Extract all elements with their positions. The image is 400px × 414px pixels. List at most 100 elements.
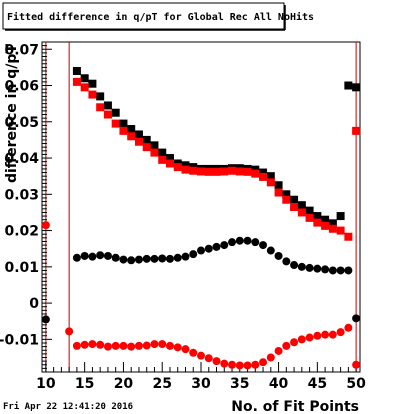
data-point-circle-red	[336, 328, 345, 337]
data-point-circle-red	[297, 335, 306, 344]
data-point-square-black	[88, 79, 97, 88]
x-tick-label: 45	[308, 376, 327, 392]
data-point-circle-red	[197, 351, 205, 360]
data-point-square-black	[127, 125, 136, 134]
data-point-square-black	[259, 168, 268, 177]
data-point-circle-black	[328, 266, 337, 275]
data-point-circle-black	[282, 257, 291, 266]
data-point-square-red	[336, 226, 345, 235]
axis-ticks: 10 15 20 25 30 35 40 45 50 -0.01 0 0.01 0.02 0.03 0.04…	[0, 42, 366, 392]
data-point-square-black	[111, 108, 120, 117]
x-tick-label: 40	[269, 376, 289, 392]
data-point-square-red	[220, 167, 229, 176]
data-point-circle-black	[297, 262, 306, 271]
data-point-square-black	[328, 219, 337, 228]
data-point-square-red	[119, 126, 128, 135]
x-tick-label: 25	[152, 376, 171, 392]
data-point-circle-red	[259, 358, 268, 367]
data-point-square-red	[165, 159, 174, 168]
data-point-square-red	[259, 172, 268, 181]
data-point-square-red	[352, 126, 361, 135]
data-point-square-red	[111, 119, 120, 128]
y-tick-label: 0.02	[4, 224, 39, 240]
chart-title-frame	[2, 2, 285, 30]
data-point-square-red	[103, 110, 112, 119]
y-axis-label: difference in q/pT	[4, 44, 20, 183]
data-point-circle-black	[251, 238, 260, 247]
data-point-square-red	[72, 77, 81, 86]
data-point-circle-black	[189, 250, 198, 259]
data-point-circle-black	[127, 256, 136, 265]
data-point-square-red	[204, 167, 213, 176]
data-point-circle-red	[344, 323, 353, 332]
data-point-square-black	[150, 141, 159, 150]
data-point-circle-black	[228, 238, 237, 247]
data-point-square-black	[158, 148, 167, 157]
data-point-circle-black	[111, 253, 120, 262]
data-point-circle-black	[212, 242, 221, 251]
data-point-circle-black	[243, 236, 252, 245]
y-tick-label: 0.04	[4, 151, 39, 167]
data-point-square-black	[336, 212, 345, 221]
data-point-square-black	[142, 135, 151, 144]
data-point-square-black	[165, 154, 174, 163]
data-point-circle-red	[352, 360, 361, 369]
data-point-circle-red	[189, 348, 198, 357]
data-point-circle-red	[328, 330, 337, 339]
x-tick-label: 30	[191, 376, 211, 392]
data-point-square-black	[134, 130, 143, 139]
data-point-circle-red	[243, 361, 252, 370]
data-point-circle-black	[165, 254, 174, 263]
data-point-circle-red	[80, 340, 89, 349]
data-point-circle-black	[134, 255, 143, 264]
data-point-square-red	[134, 137, 143, 146]
data-point-circle-red	[235, 361, 244, 370]
data-point-circle-red	[313, 331, 322, 340]
data-point-square-black	[266, 172, 275, 181]
data-point-square-red	[80, 83, 89, 92]
x-axis-label: No. of Fit Points	[231, 399, 359, 414]
data-point-square-red	[173, 163, 182, 172]
data-point-circle-black	[259, 241, 268, 250]
y-tick-label: -0.01	[0, 332, 39, 348]
data-point-circle-red	[181, 345, 190, 354]
data-point-circle-red	[41, 221, 50, 230]
y-tick-label: 0.01	[4, 260, 39, 276]
data-point-circle-red	[65, 327, 74, 336]
data-point-square-red	[274, 188, 283, 197]
data-point-square-red	[235, 167, 244, 176]
data-point-square-red	[181, 165, 190, 174]
data-point-circle-black	[204, 244, 213, 253]
data-point-circle-black	[197, 246, 205, 255]
data-point-circle-red	[119, 341, 128, 350]
data-point-square-red	[150, 148, 159, 157]
data-point-circle-red	[274, 346, 283, 355]
data-point-circle-red	[251, 360, 260, 369]
data-point-circle-red	[142, 341, 151, 350]
data-point-square-red	[266, 178, 275, 187]
data-point-square-red	[313, 218, 322, 227]
y-tick-label: 0.05	[4, 115, 39, 131]
data-point-circle-red	[220, 359, 229, 368]
data-point-square-black	[119, 119, 128, 128]
data-point-square-black	[96, 92, 105, 101]
data-point-circle-black	[142, 254, 151, 263]
chart-title-box: Fitted difference in q/pT for Global Rec…	[2, 2, 314, 31]
data-point-square-red	[305, 213, 314, 222]
timestamp: Fri Apr 22 12:41:20 2016	[3, 401, 133, 412]
chart-title: Fitted difference in q/pT for Global Rec…	[7, 11, 314, 23]
y-tick-label: 0.03	[4, 187, 39, 203]
data-point-circle-black	[305, 263, 314, 272]
data-point-square-black	[352, 83, 361, 92]
data-point-circle-red	[127, 342, 136, 351]
x-tick-label: 50	[346, 376, 366, 392]
data-point-circle-black	[119, 255, 128, 264]
data-point-square-red	[88, 90, 97, 99]
data-point-circle-red	[72, 341, 81, 350]
data-point-square-black	[344, 81, 353, 90]
x-tick-label: 10	[36, 376, 56, 392]
data-point-circle-black	[352, 314, 361, 323]
data-point-square-black	[103, 101, 112, 110]
data-marks	[41, 67, 361, 370]
data-point-circle-black	[41, 315, 50, 324]
